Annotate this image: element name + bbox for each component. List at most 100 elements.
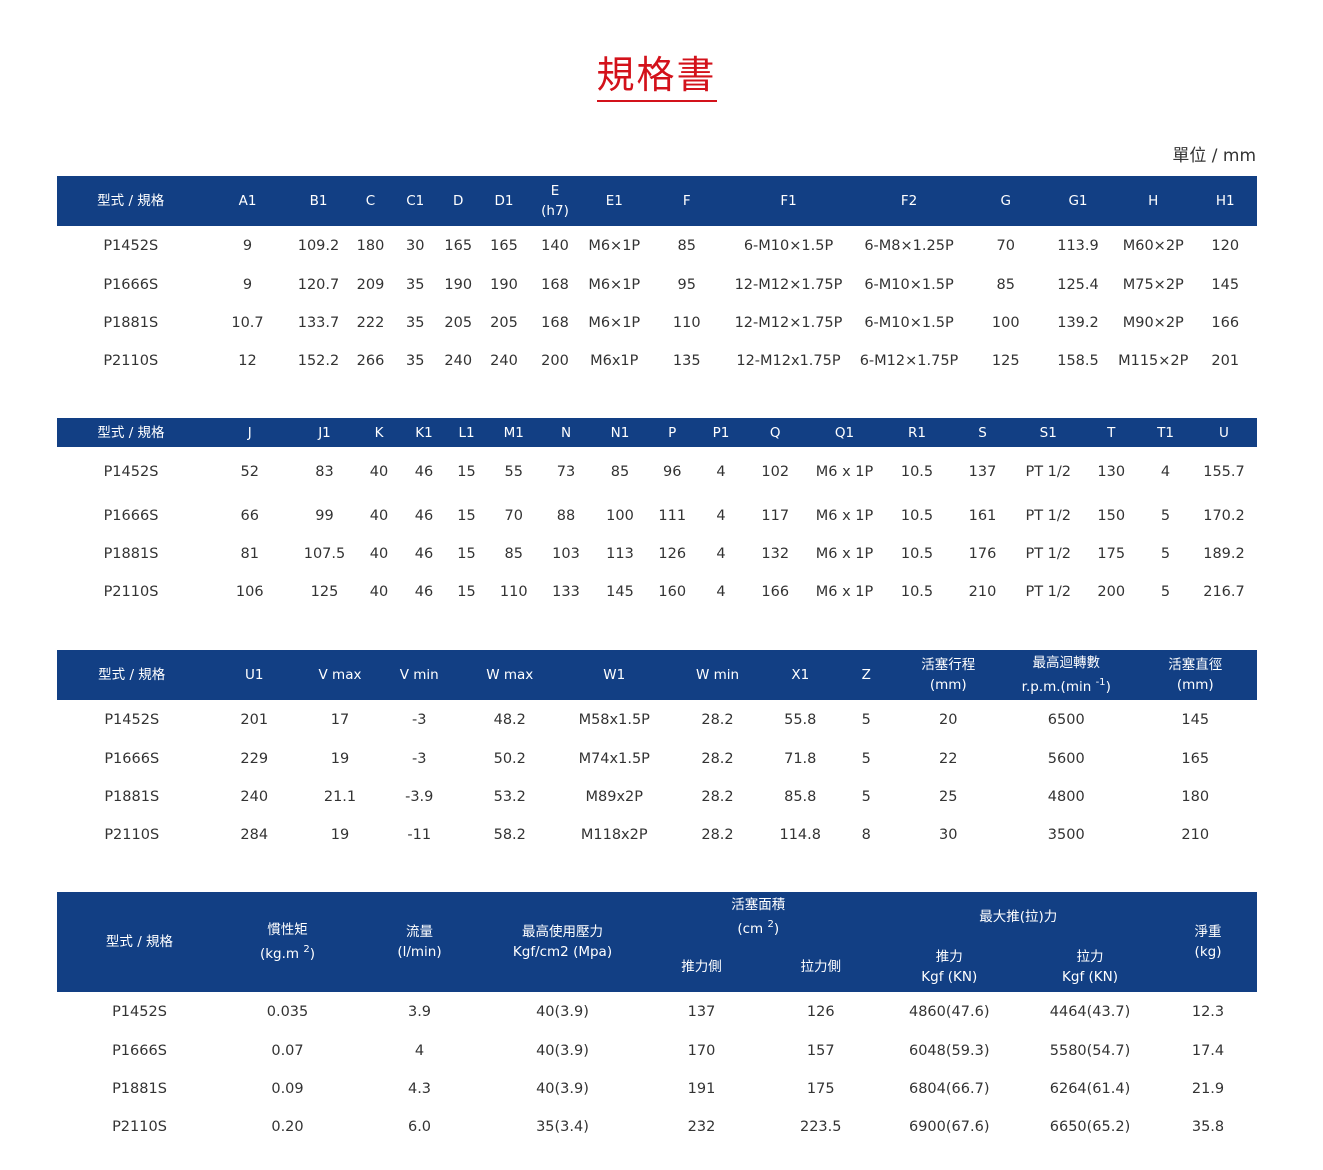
value-cell: 21.9 [1191,1081,1225,1097]
value-cell: 201 [240,712,269,728]
column-header: N1 [593,418,647,447]
value-cell: 6500 [1047,712,1085,728]
column-header: S1 [1014,418,1083,447]
value-cell: 133 [552,584,580,600]
value-cell: 6804(66.7) [908,1081,990,1097]
column-header: 活塞直徑 (mm) [1133,650,1257,700]
value-cell: 28.2 [701,751,734,767]
value-cell: 165 [490,238,518,254]
value-cell: 19 [330,827,350,843]
title-underline [597,100,717,102]
value-cell: 10.5 [900,508,934,524]
value-cell: PT 1/2 [1025,508,1072,524]
value-cell: 106 [235,584,264,600]
value-cell: 100 [991,315,1020,331]
value-cell: 201 [1211,353,1240,369]
value-cell: PT 1/2 [1025,546,1072,562]
value-cell: 140 [541,238,569,254]
value-cell: 20 [939,712,958,728]
header-area-pull: 拉力側 [764,942,878,992]
value-cell: 4860(47.6) [908,1004,990,1020]
table-row: P1452S 9 109.2 180 30 165 165 140 M6×1P 85 6-M10×1… [57,226,1257,266]
value-cell: 126 [806,1004,835,1020]
column-header: D1 [480,176,528,226]
value-cell: 120 [1211,238,1240,254]
value-cell: 3.9 [407,1004,432,1020]
value-cell: 168 [541,315,569,331]
value-cell: 4 [716,584,726,600]
value-cell: 96 [663,464,682,480]
value-cell: -3.9 [405,789,434,805]
value-cell: 232 [687,1119,716,1135]
table-row: P2110S 12 152.2 266 35 240 240 200 M6x1P 135 12-M1… [57,342,1257,380]
value-cell: M6 x 1P [815,464,874,480]
header-pressure: 最高使用壓力 Kgf/cm2 (Mpa) [486,892,639,992]
header-max-force: 最大推(拉)力 [877,892,1160,942]
value-cell: 85 [610,464,630,480]
table-row: P1452S 0.035 3.9 40(3.9) 137 126 4860(47.6) 446… [57,992,1257,1032]
value-cell: 175 [1097,546,1126,562]
column-header: X1 [765,650,835,700]
value-cell: 139.2 [1057,315,1099,331]
value-cell: 35 [406,353,425,369]
column-header: 型式 / 規格 [57,650,207,700]
table-row: P1881S 81 107.5 40 46 15 85 103 113 126 4 132 M6 x 1… [57,535,1257,573]
value-cell: 5 [861,712,871,728]
value-cell: 111 [658,508,687,524]
value-cell: 48.2 [493,712,526,728]
value-cell: 117 [761,508,790,524]
column-header: P [647,418,698,447]
value-cell: 216.7 [1203,584,1245,600]
column-header: Z [835,650,898,700]
value-cell: 110 [672,315,701,331]
value-cell: 35 [406,315,425,331]
value-cell: 113.9 [1057,238,1099,254]
value-cell: 6-M10×1.5P [743,238,834,254]
value-cell: 4 [1160,464,1171,480]
value-cell: 166 [1211,315,1240,331]
value-cell: 125.4 [1057,277,1099,293]
value-cell: 22 [939,751,958,767]
value-cell: 40(3.9) [536,1043,589,1059]
value-cell: 17 [330,712,350,728]
value-cell: 126 [658,546,687,562]
value-cell: 40 [369,546,389,562]
value-cell: 5 [861,789,871,805]
header-inertia: 慣性矩 (kg.m 2) [222,892,353,992]
value-cell: M74x1.5P [578,751,650,767]
header-area-push: 推力側 [639,942,764,992]
header-flow: 流量 (l/min) [353,892,486,992]
column-header: T1 [1140,418,1191,447]
value-cell: PT 1/2 [1025,464,1072,480]
value-cell: 222 [356,315,385,331]
value-cell: 6-M10×1.5P [864,315,954,331]
value-cell: M6 x 1P [815,546,874,562]
spec-table-1: 型式 / 規格 A1 B1 C C1 D D1 E (h7) E1 F F1 F2 G G1 H H1 P1452… [57,176,1257,380]
column-header: H [1113,176,1194,226]
value-cell: 19 [330,751,350,767]
value-cell: 9 [242,277,253,293]
column-header: K [354,418,404,447]
value-cell: 240 [490,353,518,369]
column-header: K1 [403,418,445,447]
value-cell: 0.035 [266,1004,309,1020]
value-cell: 46 [414,584,434,600]
value-cell: M6x1P [590,353,639,369]
value-cell: 110 [499,584,528,600]
model-cell: P2110S [104,827,160,843]
value-cell: 30 [939,827,958,843]
value-cell: 6900(67.6) [908,1119,990,1135]
value-cell: 40 [369,508,389,524]
model-cell: P1881S [104,789,160,805]
value-cell: 100 [606,508,634,524]
value-cell: 120.7 [297,277,340,293]
value-cell: 0.09 [271,1081,304,1097]
value-cell: 3500 [1047,827,1085,843]
column-header: A1 [204,176,291,226]
value-cell: 210 [1181,827,1210,843]
column-header: G [968,176,1043,226]
column-header: C [346,176,395,226]
value-cell: 55 [504,464,523,480]
spec-table-4: 型式 / 規格 慣性矩 (kg.m 2) 流量 (l/min) 最高使用壓力 Kgf/… [57,892,1258,1146]
value-cell: 6-M10×1.5P [864,277,954,293]
